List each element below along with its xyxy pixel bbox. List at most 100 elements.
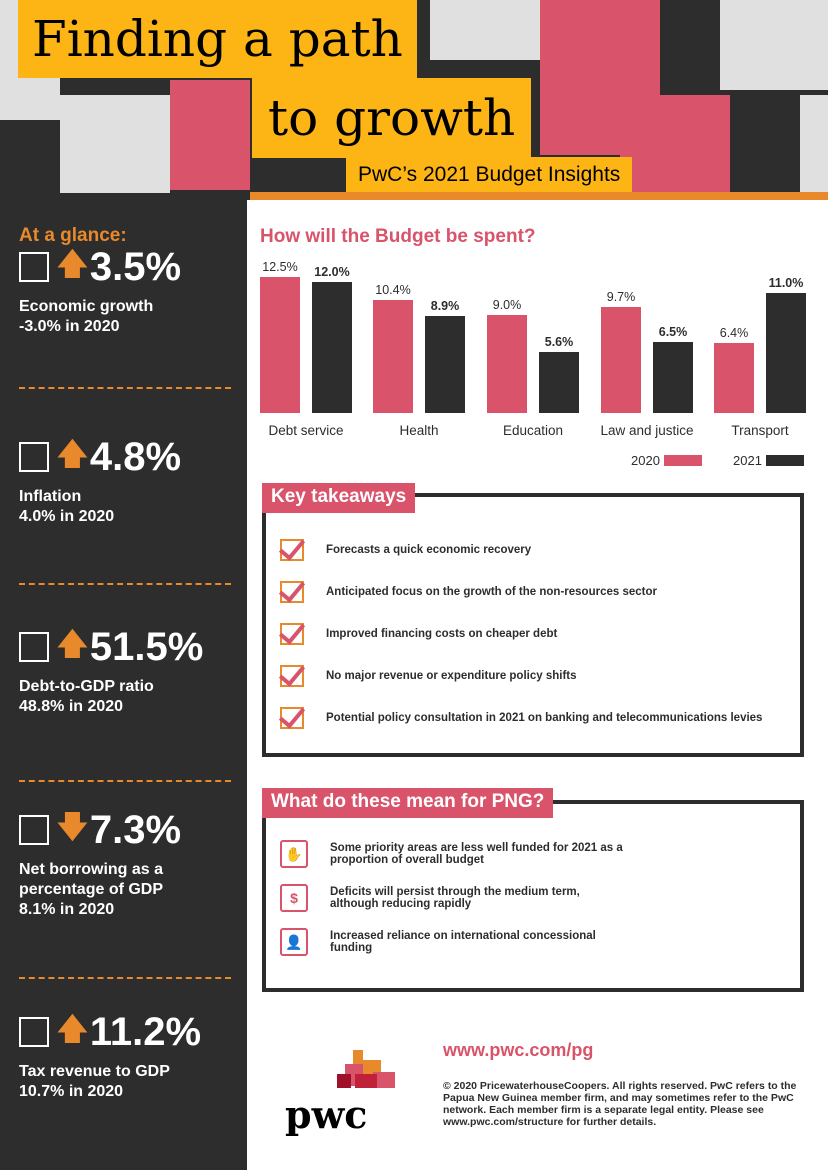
meaning-item: $ Deficits will persist through the mediu… [280,884,760,912]
bar-2020-1 [373,299,413,413]
legend-swatch [663,455,702,466]
header-banner: Finding a path to growth PwC’s 2021 Budg… [0,0,828,200]
legend-2020: 2020 [631,453,702,468]
checkbox-tick-icon [280,623,304,645]
meaning-item: 👤 Increased reliance on international con… [280,928,760,956]
stat-value: 11.2% [89,1009,202,1054]
dashed-divider [19,977,231,979]
stat-4: 🡅 11.2% Tax revenue to GDP 10.7% in 2020 [19,1010,239,1102]
budget-bar-chart: 12.5% 12.0% Debt service 10.4% 8.9% Health 9.0… [255,250,815,470]
website-link[interactable]: www.pwc.com/pg [443,1040,594,1060]
data-label: 10.4% [375,282,411,297]
arrow-up-icon: 🡅 [57,437,88,471]
up-down-arrows-icon [19,815,49,845]
stat-2: 🡅 51.5% Debt-to-GDP ratio 48.8% in 2020 [19,625,239,717]
stat-label: Economic growth [19,298,154,315]
arrow-down-icon: 🡇 [57,810,88,844]
key-takeaways-box: Forecasts a quick economic recovery Antic… [262,493,804,757]
stat-label: Inflation [19,488,82,505]
bar-2020-4 [714,343,754,413]
bar-2020-0 [260,277,300,413]
category-label: Debt service [268,423,344,438]
data-label: 5.6% [544,335,574,350]
category-label: Transport [731,423,789,438]
bar-2021-1 [425,316,465,413]
budget-hand-icon: ✋ [280,840,308,868]
stat-value: 4.8% [89,434,182,479]
legend-label: 2020 [631,453,660,468]
sidebar-at-a-glance: At a glance: 🡅 3.5% Economic growth -3.0% i… [0,193,247,1170]
data-label: 9.0% [492,298,522,313]
bar-2021-4 [766,293,806,413]
checkbox-tick-icon [280,707,304,729]
checkbox-tick-icon [280,539,304,561]
title-line-2: to growth [252,78,532,158]
takeaway-item: Potential policy consultation in 2021 on… [280,707,762,729]
meaning-text: Some priority areas are less well funded… [330,842,623,866]
takeaway-item: Improved financing costs on cheaper debt [280,623,557,645]
stat-value: 51.5% [89,624,204,669]
takeaway-text: No major revenue or expenditure policy s… [326,670,577,682]
checkbox-tick-icon [280,665,304,687]
checkbox-tick-icon [280,581,304,603]
legend-2021: 2021 [733,453,804,468]
pwc-logo [285,1050,400,1140]
takeaway-text: Anticipated focus on the growth of the n… [326,586,657,598]
stat-prior: 4.0% in 2020 [19,508,115,525]
person-chart-icon: 👤 [280,928,308,956]
category-label: Education [502,423,564,438]
data-label: 9.7% [606,290,636,305]
subtitle: PwC’s 2021 Budget Insights [346,157,633,192]
stat-0: 🡅 3.5% Economic growth -3.0% in 2020 [19,245,239,337]
dashed-divider [19,780,231,782]
meaning-text: Deficits will persist through the medium… [330,886,580,910]
stat-value: 7.3% [89,807,182,852]
data-label: 6.5% [658,325,688,340]
title-line-1: Finding a path [18,0,417,78]
arrow-up-icon: 🡅 [57,1012,88,1046]
tax-monitor-icon [19,1017,49,1047]
takeaway-item: No major revenue or expenditure policy s… [280,665,577,687]
stat-prior: 48.8% in 2020 [19,698,124,715]
data-label: 12.5% [262,260,298,274]
dashed-divider [19,583,231,585]
growth-chart-icon [19,252,49,282]
bar-2020-2 [487,315,527,413]
key-takeaways-title: Key takeaways [262,483,416,513]
stat-label: Tax revenue to GDP [19,1063,170,1080]
data-label: 11.0% [768,276,804,291]
copyright-text: © 2020 PricewaterhouseCoopers. All right… [443,1080,797,1128]
meaning-item: ✋ Some priority areas are less well funde… [280,840,760,868]
dashed-divider [19,387,231,389]
takeaway-text: Forecasts a quick economic recovery [326,544,532,556]
stat-prior: 8.1% in 2020 [19,901,115,918]
png-meaning-box: ✋ Some priority areas are less well funde… [262,800,804,992]
arrow-up-icon: 🡅 [57,247,88,281]
bar-2021-3 [653,342,693,413]
bar-2021-0 [312,282,352,413]
percent-icon [19,632,49,662]
png-meaning-title: What do these mean for PNG? [262,788,554,818]
chart-title: How will the Budget be spent? [260,226,536,247]
orange-divider [250,192,828,200]
bar-2021-2 [539,352,579,413]
stat-value: 3.5% [89,244,182,289]
stat-prior: -3.0% in 2020 [19,318,120,335]
category-label: Health [399,423,439,438]
legend-swatch [765,455,804,466]
stat-1: 🡅 4.8% Inflation 4.0% in 2020 [19,435,239,527]
bar-2020-3 [601,307,641,413]
inflation-chart-icon [19,442,49,472]
meaning-text: Increased reliance on international conc… [330,930,596,954]
stat-prior: 10.7% in 2020 [19,1083,124,1100]
category-label: Law and justice [600,423,694,438]
takeaway-item: Anticipated focus on the growth of the n… [280,581,657,603]
takeaway-text: Potential policy consultation in 2021 on… [326,712,763,724]
sidebar-heading: At a glance: [19,225,127,246]
data-label: 8.9% [430,299,460,314]
pwc-logo-text: pwc [285,1092,368,1137]
takeaway-item: Forecasts a quick economic recovery [280,539,531,561]
data-label: 6.4% [719,326,749,341]
arrow-up-icon: 🡅 [57,627,88,661]
data-label: 12.0% [314,265,350,280]
